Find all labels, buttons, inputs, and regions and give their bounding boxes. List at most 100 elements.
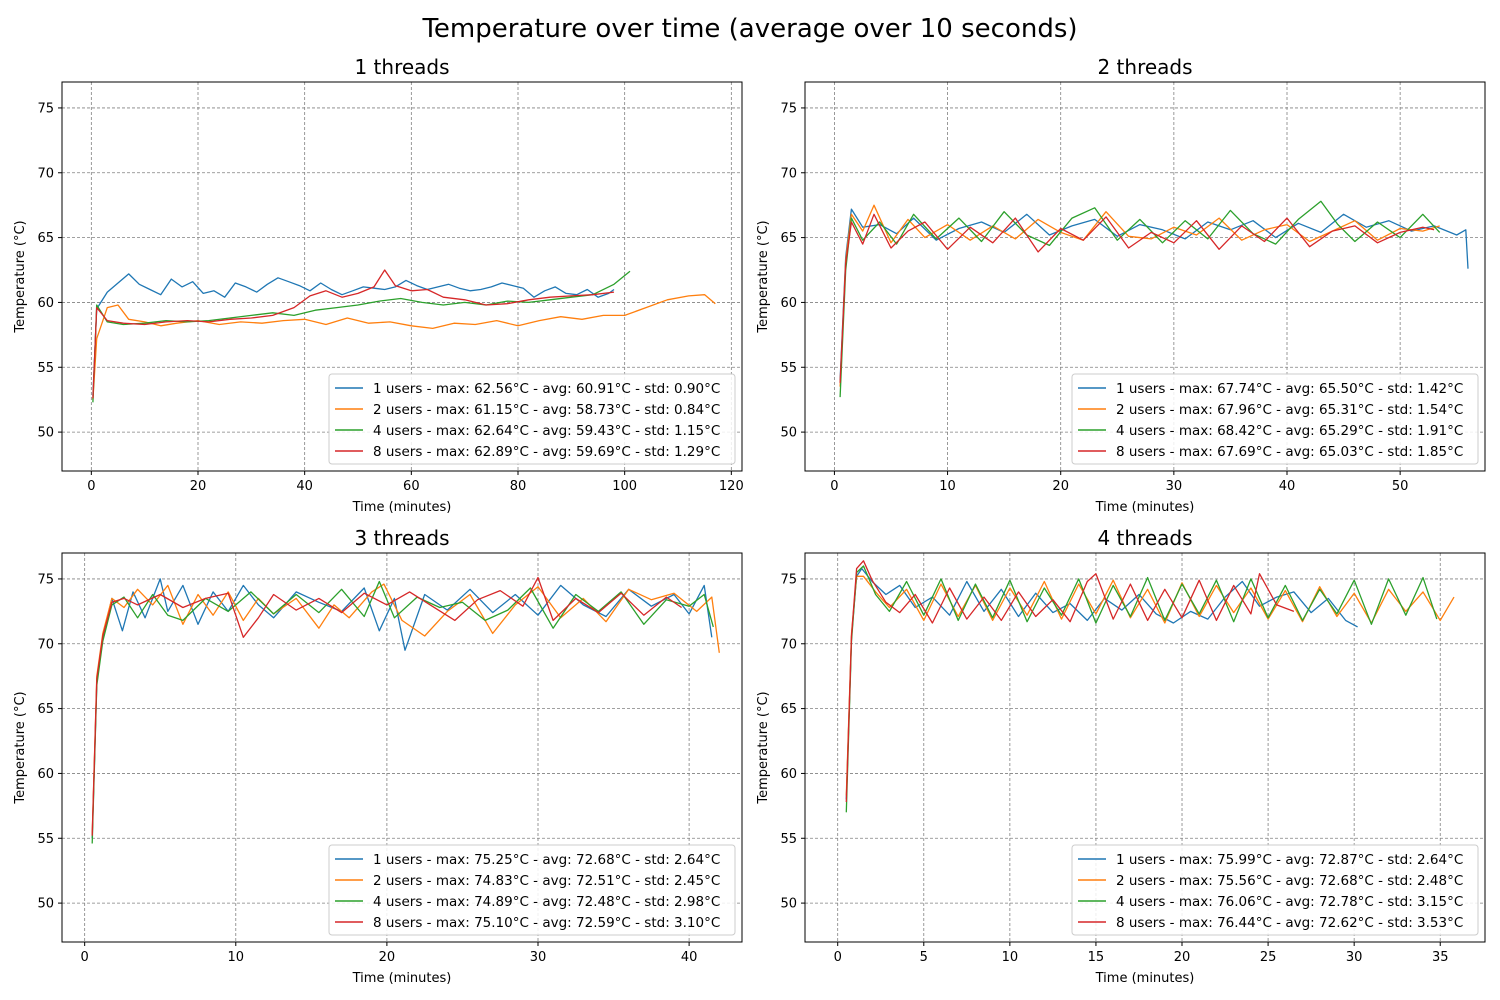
series-line-4-users	[91, 580, 714, 844]
y-tick-label: 70	[780, 637, 797, 652]
series-line-1-users	[92, 273, 615, 396]
y-axis-label: Temperature (°C)	[756, 691, 771, 804]
x-tick-label: 35	[1432, 950, 1449, 965]
series-line-8-users	[839, 213, 1435, 383]
x-axis-label: Time (minutes)	[352, 971, 452, 986]
x-tick-label: 10	[1002, 950, 1019, 965]
subplot-title: 2 threads	[1097, 55, 1192, 79]
legend: 1 users - max: 67.74°C - avg: 65.50°C - …	[1071, 373, 1479, 465]
y-tick-label: 55	[780, 832, 797, 847]
x-tick-label: 80	[510, 479, 527, 494]
x-tick-label: 40	[1279, 479, 1296, 494]
y-tick-label: 55	[37, 832, 54, 847]
subplot-4: 0 5 10 15 20 25 30 35 50 55 60 65 70 75 4 threads Time …	[756, 526, 1486, 986]
legend: 1 users - max: 75.99°C - avg: 72.87°C - …	[1071, 844, 1479, 936]
legend-box	[1071, 373, 1479, 465]
subplot-1: 0 20 40 60 80 100 120 50 55 60 65 70 75 1 threads Time…	[13, 55, 744, 515]
x-tick-label: 100	[612, 479, 637, 494]
x-tick-label: 0	[830, 479, 838, 494]
axes-frame	[61, 552, 743, 943]
x-axis-label: Time (minutes)	[352, 500, 452, 515]
x-tick-label: 0	[81, 950, 89, 965]
x-tick-label: 5	[920, 950, 928, 965]
legend-box	[1071, 844, 1479, 936]
legend-box	[328, 844, 736, 936]
x-tick-label: 10	[939, 479, 956, 494]
y-tick-label: 60	[780, 767, 797, 782]
y-tick-label: 65	[37, 702, 54, 717]
subplot-3: 0 10 20 30 40 50 55 60 65 70 75 3 threads Time (minu…	[13, 526, 743, 986]
series-line-1-users	[845, 567, 1358, 800]
y-axis-label: Temperature (°C)	[13, 220, 28, 333]
legend-entry: 8 users - max: 75.10°C - avg: 72.59°C - …	[373, 915, 720, 931]
legend-entry: 4 users - max: 62.64°C - avg: 59.43°C - …	[373, 423, 720, 439]
legend-entry: 1 users - max: 62.56°C - avg: 60.91°C - …	[373, 381, 720, 397]
series-line-2-users	[91, 583, 720, 835]
y-tick-label: 75	[780, 101, 797, 116]
legend-box	[328, 373, 736, 465]
y-tick-label: 70	[37, 637, 54, 652]
figure-title: Temperature over time (average over 10 s…	[422, 14, 1078, 44]
axes-frame	[61, 81, 743, 472]
x-tick-label: 30	[1346, 950, 1363, 965]
legend-entry: 1 users - max: 75.25°C - avg: 72.68°C - …	[373, 852, 720, 868]
subplot-title: 1 threads	[354, 55, 449, 79]
legend-entry: 1 users - max: 75.99°C - avg: 72.87°C - …	[1116, 852, 1463, 868]
legend-entry: 2 users - max: 61.15°C - avg: 58.73°C - …	[373, 402, 720, 418]
y-tick-label: 50	[780, 426, 797, 441]
x-tick-label: 30	[530, 950, 547, 965]
x-tick-label: 30	[1166, 479, 1183, 494]
legend-entry: 2 users - max: 75.56°C - avg: 72.68°C - …	[1116, 873, 1463, 889]
series-line-4-users	[92, 270, 631, 403]
series-line-2-users	[845, 575, 1455, 796]
y-tick-label: 60	[37, 767, 54, 782]
y-tick-label: 50	[37, 426, 54, 441]
x-tick-label: 20	[379, 950, 396, 965]
legend-entry: 4 users - max: 68.42°C - avg: 65.29°C - …	[1116, 423, 1463, 439]
axes-frame	[804, 81, 1486, 472]
y-tick-label: 50	[780, 897, 797, 912]
y-axis-label: Temperature (°C)	[13, 691, 28, 804]
x-axis-label: Time (minutes)	[1095, 500, 1195, 515]
legend-entry: 2 users - max: 67.96°C - avg: 65.31°C - …	[1116, 402, 1463, 418]
y-tick-label: 60	[780, 296, 797, 311]
x-tick-label: 60	[403, 479, 420, 494]
y-tick-label: 75	[37, 572, 54, 587]
legend-entry: 8 users - max: 76.44°C - avg: 72.62°C - …	[1116, 915, 1463, 931]
y-tick-label: 65	[37, 231, 54, 246]
y-tick-label: 75	[37, 101, 54, 116]
x-tick-label: 25	[1260, 950, 1277, 965]
y-axis-label: Temperature (°C)	[756, 220, 771, 333]
legend-entry: 2 users - max: 74.83°C - avg: 72.51°C - …	[373, 873, 720, 889]
series-line-1-users	[91, 578, 713, 839]
series-line-4-users	[845, 565, 1438, 813]
legend-entry: 4 users - max: 74.89°C - avg: 72.48°C - …	[373, 894, 720, 910]
y-tick-label: 55	[780, 361, 797, 376]
x-tick-label: 0	[834, 950, 842, 965]
y-tick-label: 60	[37, 296, 54, 311]
x-tick-label: 15	[1088, 950, 1105, 965]
legend-entry: 8 users - max: 62.89°C - avg: 59.69°C - …	[373, 444, 720, 460]
y-tick-label: 55	[37, 361, 54, 376]
x-tick-label: 40	[681, 950, 698, 965]
y-tick-label: 70	[37, 166, 54, 181]
x-tick-label: 10	[228, 950, 245, 965]
x-tick-label: 20	[1174, 950, 1191, 965]
series-line-8-users	[845, 560, 1295, 803]
legend: 1 users - max: 62.56°C - avg: 60.91°C - …	[328, 373, 736, 465]
subplot-title: 3 threads	[354, 526, 449, 550]
axes-frame	[804, 552, 1486, 943]
x-tick-label: 50	[1392, 479, 1409, 494]
y-tick-label: 65	[780, 231, 797, 246]
legend-entry: 8 users - max: 67.69°C - avg: 65.03°C - …	[1116, 444, 1463, 460]
legend: 1 users - max: 75.25°C - avg: 72.68°C - …	[328, 844, 736, 936]
x-axis-label: Time (minutes)	[1095, 971, 1195, 986]
x-tick-label: 40	[296, 479, 313, 494]
x-tick-label: 0	[87, 479, 95, 494]
y-tick-label: 75	[780, 572, 797, 587]
series-line-8-users	[91, 576, 682, 836]
y-tick-label: 50	[37, 897, 54, 912]
y-tick-label: 65	[780, 702, 797, 717]
